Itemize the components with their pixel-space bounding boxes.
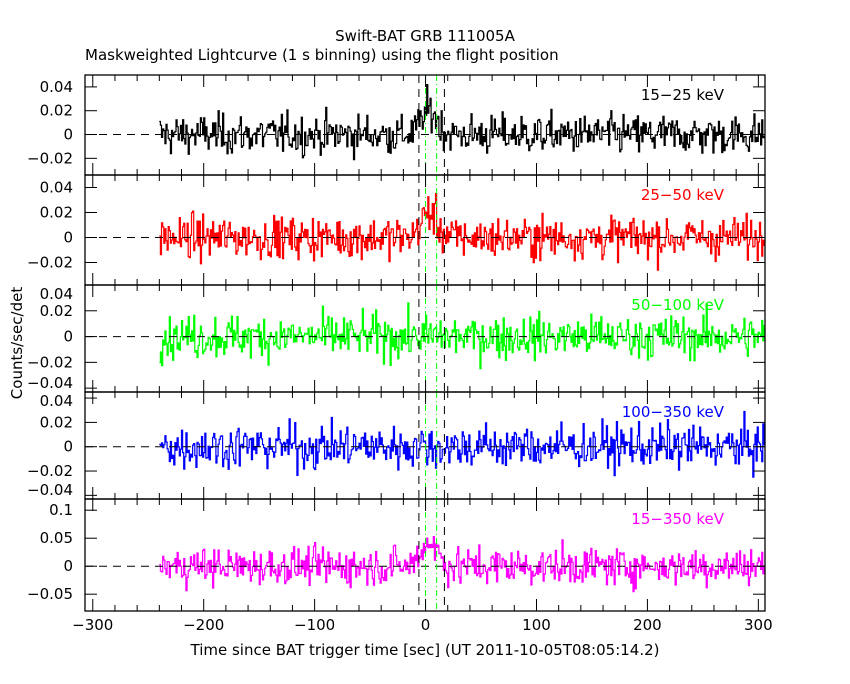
panel-15-350-kev: −0.05 0 0.05 0.1 15−350 keV <box>27 498 766 612</box>
y-tick-label: 0.1 <box>49 501 73 519</box>
series-line <box>159 302 765 370</box>
y-tick-label: −0.02 <box>27 254 73 272</box>
panel-100-350-kev: −0.04−0.02 0 0.02 0.04 100−350 keV <box>27 391 766 500</box>
x-tick-label: −300 <box>72 616 113 634</box>
x-tick-label: −200 <box>183 616 224 634</box>
band-label: 15−350 keV <box>631 510 724 528</box>
y-tick-label: 0 <box>63 438 73 456</box>
y-tick-label: 0.04 <box>40 78 73 96</box>
chart-title: Swift-BAT GRB 111005A <box>335 27 515 45</box>
y-tick-label: −0.04 <box>27 374 73 392</box>
x-tick-label: −100 <box>294 616 335 634</box>
y-tick-label: 0.02 <box>40 204 73 222</box>
y-tick-label: −0.04 <box>27 481 73 499</box>
y-axis-label: Counts/sec/det <box>8 287 26 400</box>
band-label: 100−350 keV <box>622 403 725 421</box>
y-tick-label: 0 <box>63 126 73 144</box>
y-tick-label: 0.05 <box>40 529 73 547</box>
y-tick-label: 0.02 <box>40 102 73 120</box>
series-line <box>159 84 765 161</box>
panel-50-100-kev: −0.04 −0.02 0 0.020.04 50−100 keV <box>27 284 766 393</box>
x-tick-label: 300 <box>744 616 773 634</box>
panel-15-25-kev: −0.02 0 0.02 0.04 15−25 keV <box>27 74 766 176</box>
y-tick-label: 0 <box>63 557 73 575</box>
y-tick-label: 0.02 <box>40 302 73 320</box>
y-tick-label: −0.02 <box>27 149 73 167</box>
x-axis-label: Time since BAT trigger time [sec] (UT 20… <box>190 641 660 659</box>
y-tick-label: 0.02 <box>40 413 73 431</box>
y-tick-label: −0.02 <box>27 462 73 480</box>
y-tick-label: 0.04 <box>40 179 73 197</box>
x-tick-label: 100 <box>522 616 551 634</box>
y-tick-label: 0 <box>63 229 73 247</box>
band-label: 25−50 keV <box>641 186 725 204</box>
y-tick-label: −0.05 <box>27 585 73 603</box>
series-line <box>159 192 765 271</box>
x-tick-label: 0 <box>421 616 431 634</box>
series-line <box>159 536 765 593</box>
panel-frame <box>84 498 766 612</box>
band-label: 15−25 keV <box>641 86 725 104</box>
y-tick-label: 0.04 <box>40 285 73 303</box>
series-line <box>159 410 765 478</box>
y-tick-label: −0.02 <box>27 353 73 371</box>
y-tick-label: 0.04 <box>40 392 73 410</box>
x-tick-label: 200 <box>633 616 662 634</box>
chart-subtitle: Maskweighted Lightcurve (1 s binning) us… <box>85 46 559 64</box>
band-label: 50−100 keV <box>631 296 724 314</box>
y-tick-label: 0 <box>63 328 73 346</box>
panel-25-50-kev: −0.02 0 0.02 0.04 25−50 keV <box>27 174 766 286</box>
